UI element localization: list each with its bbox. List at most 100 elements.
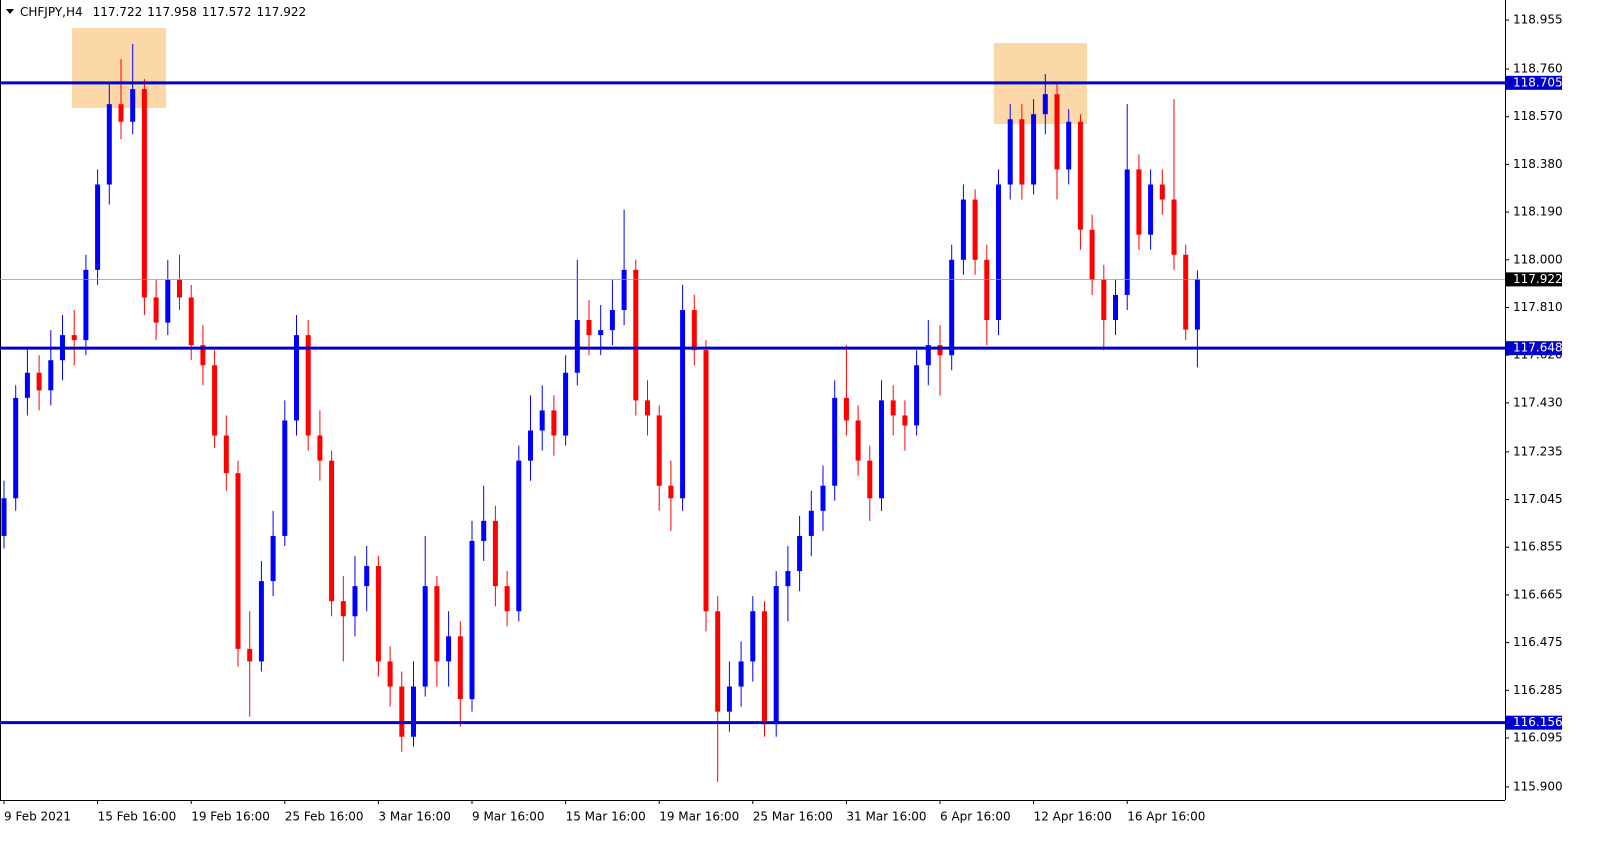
y-tick-label: 118.760 <box>1513 62 1563 76</box>
candle-body <box>902 415 908 426</box>
y-tick-label: 116.855 <box>1513 540 1563 554</box>
candle-body <box>832 397 838 486</box>
candle-body <box>1194 279 1200 330</box>
candle-body <box>925 345 931 366</box>
y-tick-label: 117.045 <box>1513 492 1563 506</box>
candle-body <box>726 686 732 712</box>
candle-body <box>586 320 592 336</box>
x-tick-label: 6 Apr 16:00 <box>940 810 1011 824</box>
candle-body <box>563 372 569 436</box>
candle-body <box>118 104 124 122</box>
candle-body <box>1054 94 1060 170</box>
candle-body <box>656 415 662 486</box>
y-tick-label: 118.380 <box>1513 157 1563 171</box>
x-tick-label: 15 Feb 16:00 <box>98 810 177 824</box>
x-tick-label: 3 Mar 16:00 <box>378 810 451 824</box>
last-low: 117.572 <box>202 5 252 19</box>
candle-body <box>153 297 159 323</box>
candle-body <box>703 350 709 612</box>
candle-body <box>71 335 77 341</box>
candle-body <box>1 498 7 536</box>
candle-body <box>949 259 955 356</box>
candle-body <box>492 520 498 587</box>
candle-body <box>387 661 393 687</box>
x-tick-label: 19 Feb 16:00 <box>191 810 270 824</box>
level-label: 117.648 <box>1513 341 1563 355</box>
last-close: 117.922 <box>257 5 307 19</box>
x-tick-label: 12 Apr 16:00 <box>1034 810 1112 824</box>
candle-body <box>422 586 428 687</box>
menu-arrow[interactable] <box>6 9 14 14</box>
candle-body <box>750 611 756 662</box>
candle-body <box>1007 119 1013 185</box>
candle-body <box>691 310 697 351</box>
last-open: 117.722 <box>93 5 143 19</box>
candle-body <box>680 310 686 499</box>
x-tick-label: 25 Feb 16:00 <box>285 810 364 824</box>
candle-body <box>645 400 650 416</box>
x-tick-label: 19 Mar 16:00 <box>659 810 739 824</box>
candle-body <box>270 535 276 582</box>
candle-body <box>843 397 849 421</box>
candle-body <box>317 435 323 461</box>
candle-body <box>1077 121 1083 230</box>
x-tick-label: 16 Apr 16:00 <box>1127 810 1205 824</box>
candle-body <box>855 420 861 461</box>
symbol: CHFJPY,H4 <box>20 5 83 19</box>
candle-body <box>48 360 54 391</box>
level-label: 116.156 <box>1513 715 1563 729</box>
x-tick-label: 15 Mar 16:00 <box>566 810 646 824</box>
chart-header: CHFJPY,H4 117.722 117.958 117.572 117.922 <box>20 5 306 19</box>
candle-body <box>1019 119 1025 185</box>
candle-body <box>574 320 580 373</box>
candle-body <box>996 184 1001 321</box>
candle-body <box>1042 94 1048 115</box>
candle-body <box>504 586 510 612</box>
candle-body <box>24 372 30 398</box>
candle-body <box>1136 169 1142 235</box>
candle-body <box>399 686 405 737</box>
x-tick-label: 31 Mar 16:00 <box>846 810 926 824</box>
candle-body <box>762 611 767 725</box>
candle-body <box>83 269 89 341</box>
candle-body <box>141 89 147 298</box>
candle-body <box>609 310 615 331</box>
candle-body <box>235 473 241 649</box>
candle-body <box>808 510 814 536</box>
candle-body <box>773 586 779 725</box>
candle-body <box>446 636 452 662</box>
candle-body <box>329 460 335 602</box>
last-high: 117.958 <box>147 5 197 19</box>
candle-body <box>1183 254 1189 330</box>
candle-body <box>188 297 194 346</box>
candle-body <box>516 460 522 612</box>
level-box <box>1506 715 1562 730</box>
candle-body <box>1066 121 1072 170</box>
candle-body <box>1113 294 1118 321</box>
level-box <box>1506 341 1562 356</box>
candle-body <box>13 397 19 499</box>
candle-body <box>621 269 627 311</box>
candle-body <box>258 581 264 662</box>
candle-body <box>1124 169 1130 295</box>
candle-body <box>457 636 463 700</box>
candle-body <box>411 686 416 737</box>
candle-body <box>960 199 966 260</box>
y-tick-label: 118.190 <box>1513 205 1563 219</box>
candle-body <box>528 430 533 461</box>
candle-body <box>200 345 206 366</box>
highlight-zone <box>72 28 166 108</box>
candle-body <box>1148 184 1154 235</box>
candle-body <box>937 345 943 356</box>
candle-body <box>738 661 744 687</box>
y-tick-label: 116.665 <box>1513 587 1563 601</box>
candle-body <box>715 611 721 712</box>
y-tick-label: 116.095 <box>1513 730 1563 744</box>
candle-body <box>130 89 136 122</box>
plot <box>1 43 1200 782</box>
candle-body <box>1159 184 1165 200</box>
candle-body <box>481 520 487 541</box>
candle-body <box>469 540 475 700</box>
